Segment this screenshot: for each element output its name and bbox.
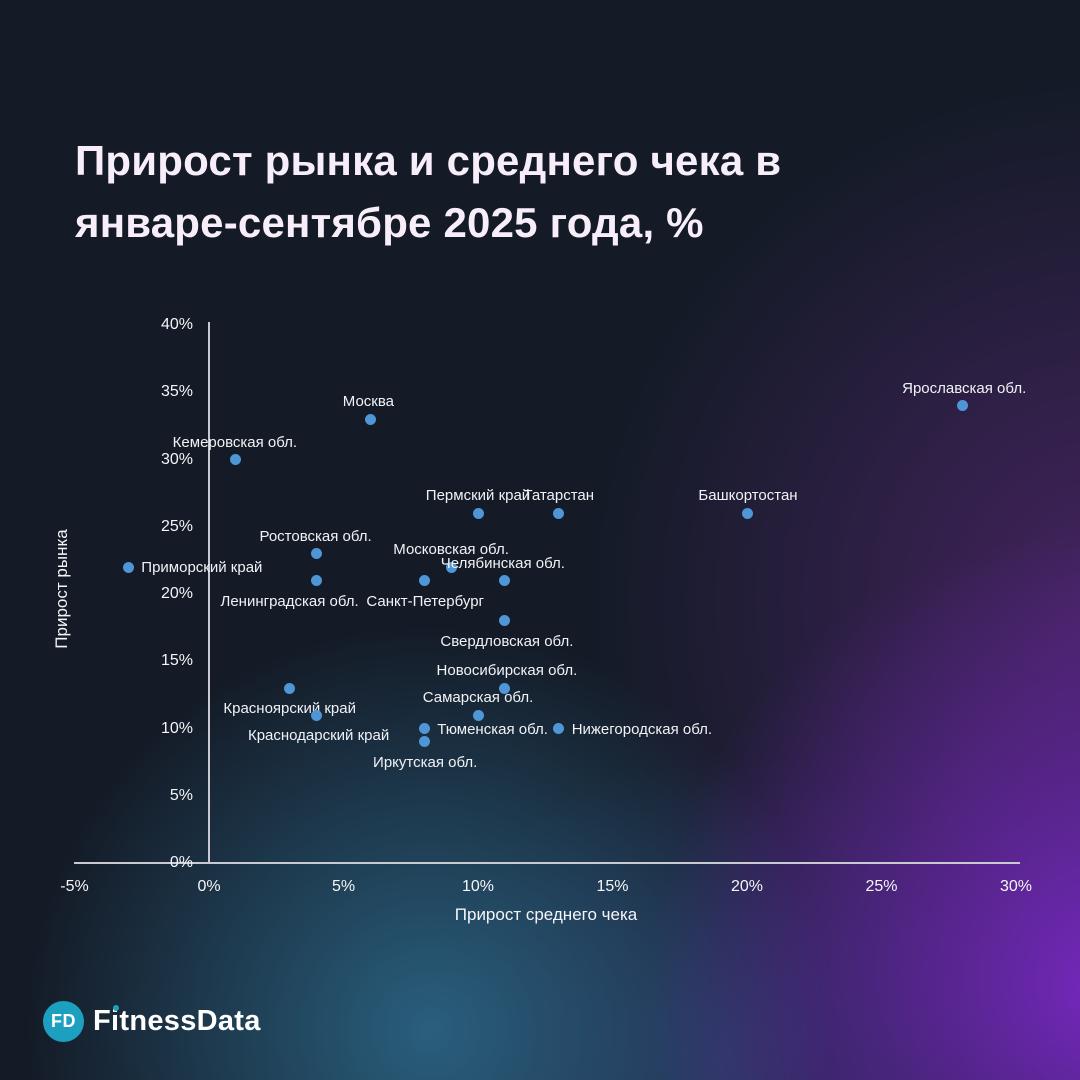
data-point <box>472 507 484 519</box>
data-point-label: Новосибирская обл. <box>436 662 578 680</box>
data-point-label: Иркутская обл. <box>373 753 478 771</box>
data-point-label: Тюменская обл. <box>437 720 548 738</box>
x-tick-label: 25% <box>865 878 898 895</box>
data-point-label: Санкт-Петербург <box>366 592 485 610</box>
data-point <box>122 561 134 573</box>
data-point <box>230 454 242 465</box>
logo-i-tittle-icon <box>113 1005 119 1011</box>
data-point-label: Татарстан <box>523 487 595 505</box>
page-title: Прирост рынка и среднего чека в январе-с… <box>75 130 781 254</box>
data-point <box>499 682 511 694</box>
data-point-label: Свердловская обл. <box>440 632 574 650</box>
data-point <box>311 575 323 587</box>
data-point <box>418 575 430 587</box>
data-point-label: Пермский край <box>425 487 531 505</box>
y-tick-label: 40% <box>160 316 193 333</box>
data-point-label: Краснодарский край <box>247 727 390 745</box>
logo: FD FitnessData <box>43 1001 261 1042</box>
data-point-label: Московская обл. <box>393 541 509 559</box>
y-tick-label: 15% <box>160 652 193 670</box>
data-point-label: Красноярский край <box>223 700 357 718</box>
data-point-label: Ростовская обл. <box>259 527 372 545</box>
x-tick-label: 20% <box>730 878 764 895</box>
y-tick-label: 20% <box>160 585 193 602</box>
y-axis-line <box>208 322 210 863</box>
data-point-label: Самарская обл. <box>422 689 534 707</box>
y-tick-label: 10% <box>160 719 193 737</box>
page-title-line2: январе-сентябре 2025 года, % <box>75 199 704 246</box>
data-point <box>956 400 968 412</box>
logo-fd-icon: FD <box>43 1001 84 1042</box>
data-point <box>472 709 484 721</box>
data-point-label: Кемеровская обл. <box>172 433 298 451</box>
page-title-line1: Прирост рынка и среднего чека в <box>75 137 782 184</box>
y-tick-label: 35% <box>160 383 193 401</box>
data-point <box>364 413 376 425</box>
data-point-label: Башкортостан <box>698 487 798 505</box>
x-tick-label: -5% <box>60 878 89 895</box>
x-tick-label: 10% <box>461 878 495 895</box>
y-axis-title: Прирост рынка <box>52 529 71 649</box>
x-axis-line <box>74 862 1020 864</box>
data-point-label: Ленинградская обл. <box>220 592 359 610</box>
data-point-label: Челябинская обл. <box>440 554 565 572</box>
x-tick-label: 0% <box>197 878 221 895</box>
data-point-label: Нижегородская обл. <box>571 720 713 738</box>
y-tick-label: 25% <box>160 517 193 535</box>
data-point <box>499 615 511 627</box>
data-point <box>418 723 430 734</box>
data-point-label: Ярославская обл. <box>902 379 1027 397</box>
x-tick-label: 15% <box>596 878 629 895</box>
y-tick-label: 0% <box>169 854 193 871</box>
data-point <box>445 561 457 573</box>
logo-name: FitnessData <box>93 1005 261 1037</box>
data-point-label: Москва <box>342 393 394 411</box>
data-point <box>499 575 511 587</box>
x-tick-label: 5% <box>331 878 356 895</box>
x-tick-label: 30% <box>999 878 1033 895</box>
x-axis-title: Прирост среднего чека <box>454 905 638 924</box>
data-point <box>553 507 565 519</box>
data-point <box>284 682 296 694</box>
data-point <box>418 736 430 748</box>
data-point <box>741 507 753 519</box>
y-tick-label: 5% <box>169 786 193 804</box>
data-point <box>311 548 323 560</box>
y-tick-label: 30% <box>160 450 193 468</box>
data-point <box>311 709 323 721</box>
data-point-label: Приморский край <box>141 559 263 577</box>
data-point <box>553 723 565 734</box>
